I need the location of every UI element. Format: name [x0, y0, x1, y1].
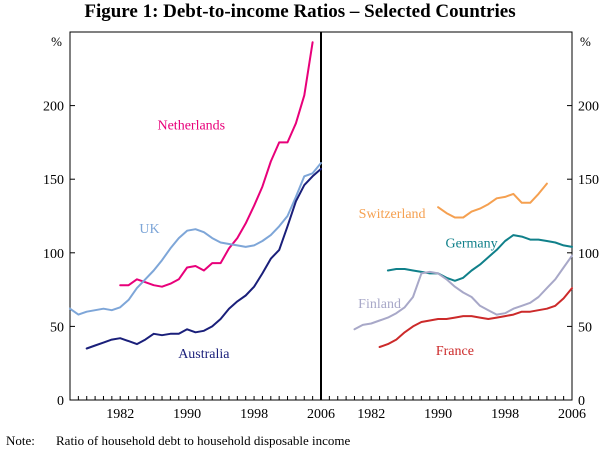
left-x-tick-label: 1982 — [106, 407, 134, 422]
right-y-tick-label: 50 — [578, 320, 592, 335]
left-y-tick-label: 100 — [43, 247, 64, 262]
chart-figure: 0 50 100 150 200% 1982 1990 1998 2006 Netherlands… — [43, 31, 599, 422]
right-x-tick-label: 1998 — [491, 407, 519, 422]
series-line-netherlands — [119, 41, 314, 288]
left-y-tick-label: 150 — [43, 173, 64, 188]
series-label-australia: Australia — [178, 347, 230, 362]
left-x-tick-label: 1998 — [240, 407, 268, 422]
right-x-tick-label: 2006 — [558, 407, 586, 422]
left-y-tick-label: 0 — [57, 394, 64, 409]
left-y-unit-label: % — [51, 34, 62, 49]
right-x-tick-label: 1990 — [424, 407, 452, 422]
series-line-germany — [386, 234, 573, 282]
series-label-france: France — [436, 344, 474, 359]
right-y-tick-label: 0 — [578, 394, 585, 409]
left-x-tick-label: 2006 — [307, 407, 335, 422]
series-line-australia — [85, 167, 322, 350]
right-y-tick-label: 100 — [578, 247, 599, 262]
series-line-finland — [353, 254, 573, 331]
right-y-tick-label: 200 — [578, 100, 599, 115]
series-label-uk: UK — [139, 222, 159, 237]
series-line-switzerland — [437, 182, 548, 219]
chart-note: Note: Ratio of household debt to househol… — [6, 432, 350, 450]
left-x-tick-label: 1990 — [173, 407, 201, 422]
series-label-switzerland: Switzerland — [359, 207, 426, 222]
left-y-tick-label: 50 — [50, 320, 64, 335]
series-line-uk — [69, 162, 322, 316]
series-label-finland: Finland — [358, 297, 401, 312]
series-label-netherlands: Netherlands — [157, 119, 225, 134]
right-x-tick-label: 1982 — [357, 407, 385, 422]
left-y-tick-label: 200 — [43, 100, 64, 115]
note-label: Note: — [6, 433, 35, 448]
note-text: Ratio of household debt to household dis… — [56, 433, 351, 448]
right-y-tick-label: 150 — [578, 173, 599, 188]
series-label-germany: Germany — [446, 236, 498, 251]
right-y-unit-label: % — [580, 34, 591, 49]
chart-title: Figure 1: Debt-to-income Ratios – Select… — [84, 1, 516, 22]
left-panel-frame — [69, 31, 322, 401]
series-line-france — [378, 287, 573, 348]
